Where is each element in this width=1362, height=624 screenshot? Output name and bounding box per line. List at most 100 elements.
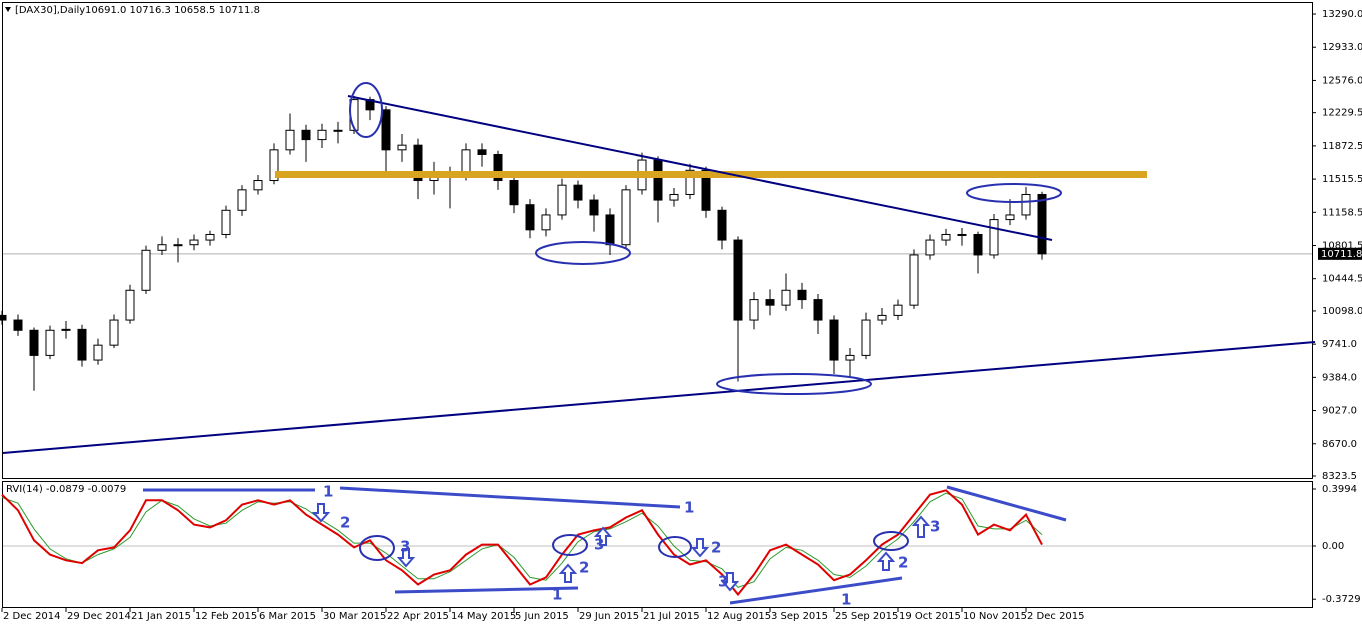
candle-body [765, 299, 775, 306]
candle-body [701, 169, 711, 211]
resistance-band [275, 171, 1147, 178]
candle-body [525, 204, 535, 231]
down-arrow [720, 572, 740, 592]
candle-body [573, 184, 583, 201]
candle-body [557, 184, 567, 216]
candle-body [733, 239, 743, 321]
last-price-box [1318, 247, 1362, 260]
annotation: 3 [718, 573, 728, 591]
x-tick-label: 19 Oct 2015 [899, 611, 961, 622]
candle-body [861, 319, 871, 356]
y-tick-label: 11515.5 [1322, 174, 1362, 185]
candle-body [589, 199, 599, 216]
down-arrow [396, 548, 416, 568]
ellipse [535, 241, 631, 265]
annotation: 1 [552, 586, 562, 604]
annotation: 3 [930, 518, 940, 536]
up-arrow [558, 563, 578, 583]
candle-body [381, 109, 391, 151]
arrows [311, 503, 931, 592]
x-tick-label: 2 Dec 2015 [1027, 611, 1085, 622]
candle-body [477, 149, 487, 155]
annotation: 1 [323, 483, 333, 501]
y-tick-label: 9741.0 [1322, 339, 1357, 350]
y-tick-label: 8323.5 [1322, 471, 1357, 482]
candle-body [621, 189, 631, 246]
candle-body [397, 144, 407, 151]
x-tick-label: 12 Aug 2015 [707, 611, 771, 622]
x-tick-label: 5 Jun 2015 [515, 611, 569, 622]
up-arrow [876, 551, 896, 571]
rvi-trend [946, 485, 1067, 522]
candle-body [301, 129, 311, 141]
ellipse [716, 373, 872, 395]
candle-body [925, 239, 935, 256]
y-tick-label: 10801.5 [1322, 240, 1362, 251]
candle-body [989, 219, 999, 256]
candle-body [493, 153, 503, 182]
candle-body [541, 214, 551, 231]
up-arrow [911, 515, 931, 538]
candle-body [125, 289, 135, 321]
annotation: 3 [594, 536, 604, 554]
candle-body [317, 129, 327, 141]
price-panel [2, 2, 1313, 479]
down-arrow [690, 538, 710, 558]
candle-body [141, 249, 151, 291]
ellipse [966, 183, 1062, 203]
indicator-title: RVI(14) -0.0879 -0.0079 [6, 484, 126, 495]
y-tick-label: 12576.0 [1322, 75, 1362, 86]
candle-body [285, 129, 295, 151]
last-price-label: 10711.8 [1321, 249, 1362, 260]
annotation: 1 [841, 591, 851, 609]
x-tick-label: 12 Feb 2015 [195, 611, 257, 622]
ellipse [873, 531, 909, 551]
trend-line [2, 341, 1316, 454]
candle-body [509, 180, 519, 206]
y-tick-label: -0.3729 [1322, 594, 1361, 605]
candle-body [957, 233, 967, 236]
annotation: 1 [684, 499, 694, 517]
x-tick-label: 30 Mar 2015 [323, 611, 386, 622]
indicator-line [1, 492, 1043, 588]
x-tick-label: 29 Jun 2015 [579, 611, 639, 622]
candle-body [797, 289, 807, 301]
candle-body [237, 189, 247, 211]
candle-body [749, 299, 759, 321]
y-tick-label: 10444.5 [1322, 274, 1362, 285]
rvi-trend [394, 586, 579, 594]
candle-body [1021, 193, 1031, 216]
annotation: 3 [400, 538, 410, 556]
candle-body [269, 149, 279, 182]
annotation: 2 [579, 559, 589, 577]
ellipse [552, 534, 588, 556]
candle-body [1037, 193, 1047, 255]
ohlc-header: 10691.0 10716.3 10658.5 10711.8 [85, 5, 260, 16]
candle-body [413, 144, 423, 182]
candle-body [973, 233, 983, 256]
y-tick-label: 11158.5 [1322, 207, 1362, 218]
y-tick-label: 8670.0 [1322, 439, 1357, 450]
candle-body [813, 299, 823, 321]
y-tick-label: 10098.0 [1322, 306, 1362, 317]
candle-body [941, 233, 951, 241]
candle-body [13, 319, 23, 331]
y-tick-label: 12933.0 [1322, 42, 1362, 53]
ellipse [349, 82, 383, 138]
candle-body [685, 169, 695, 195]
x-tick-label: 10 Nov 2015 [963, 611, 1027, 622]
chart-title: [DAX30],Daily [15, 5, 85, 16]
candle-body [109, 319, 119, 346]
y-tick-label: 12229.5 [1322, 108, 1362, 119]
x-tick-label: 25 Sep 2015 [835, 611, 898, 622]
rvi-trend [729, 576, 903, 605]
candle-body [0, 314, 7, 321]
candle-body [781, 289, 791, 306]
candle-body [253, 180, 263, 191]
x-tick-label: 2 Dec 2014 [3, 611, 61, 622]
menu-icon [5, 7, 11, 12]
y-tick-label: 0.3994 [1322, 484, 1357, 495]
down-arrow [311, 503, 331, 523]
